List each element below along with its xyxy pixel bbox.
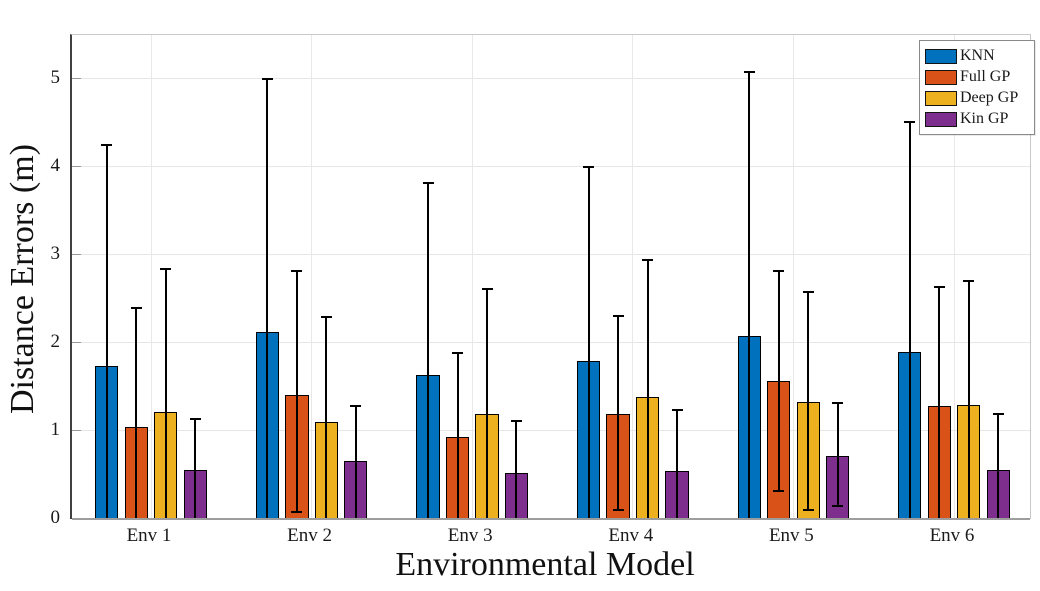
y-tick: [72, 254, 81, 256]
legend-item: Deep GP: [925, 88, 1029, 108]
legend: KNN Full GP Deep GP Kin GP: [919, 40, 1035, 135]
error-bar: [515, 421, 518, 519]
error-bar-cap-top: [291, 269, 303, 272]
error-bar-cap-top: [320, 316, 332, 319]
error-bar-cap-top: [802, 290, 814, 293]
y-gridline: [72, 254, 1030, 256]
y-tick: [72, 342, 81, 344]
legend-label: Kin GP: [960, 110, 1009, 127]
error-bar: [777, 270, 780, 491]
x-tick-label: Env 6: [929, 525, 975, 546]
x-gridline: [311, 35, 313, 519]
legend-label: KNN: [960, 47, 995, 64]
error-bar: [354, 406, 357, 519]
error-bar-cap-top: [933, 286, 945, 289]
error-bar: [836, 402, 839, 506]
error-bar: [164, 268, 167, 519]
x-tick-label: Env 2: [287, 525, 333, 546]
y-tick: [72, 78, 81, 79]
x-tick-label: Env 5: [768, 525, 814, 546]
error-bar: [938, 287, 941, 519]
error-bar-cap-top: [452, 352, 463, 355]
x-gridline: [471, 35, 473, 519]
error-bar-cap-bottom: [802, 509, 814, 512]
error-bar: [807, 291, 810, 511]
error-bar: [194, 418, 197, 519]
error-bar: [105, 145, 108, 519]
x-gridline: [792, 35, 794, 519]
error-bar: [295, 270, 298, 512]
error-bar-cap-top: [350, 405, 362, 408]
x-tick-label: Env 4: [608, 525, 654, 546]
error-bar: [486, 289, 488, 519]
error-bar-cap-top: [481, 288, 493, 291]
error-bar: [587, 166, 590, 519]
error-bar: [456, 353, 459, 519]
legend-item: KNN: [925, 46, 1029, 66]
legend-label: Full GP: [960, 68, 1011, 85]
error-bar-cap-top: [583, 165, 595, 168]
y-tick: [72, 430, 81, 432]
y-tick-label: 2: [50, 330, 61, 352]
error-bar-cap-bottom: [832, 504, 844, 507]
error-bar: [325, 317, 328, 519]
error-bar: [266, 78, 269, 519]
y-gridline: [72, 166, 1030, 168]
x-tick-label: Env 3: [447, 525, 493, 546]
y-tick: [72, 166, 81, 168]
error-bar: [646, 259, 649, 519]
legend-label: Deep GP: [960, 89, 1019, 106]
error-bar-cap-top: [642, 258, 654, 261]
y-axis-label: Distance Errors (m): [4, 144, 41, 415]
legend-item: Full GP: [925, 67, 1029, 87]
kin-gp-swatch: [925, 111, 957, 127]
error-bar-cap-top: [743, 71, 755, 74]
error-bar-cap-top: [832, 401, 844, 404]
error-bar-cap-top: [160, 267, 172, 270]
error-bar: [908, 121, 911, 519]
x-axis-line: [72, 518, 1030, 520]
y-gridline: [72, 342, 1030, 344]
error-bar-cap-top: [101, 144, 113, 147]
error-bar-cap-top: [671, 408, 683, 411]
error-bar-cap-top: [510, 420, 522, 423]
x-gridline: [150, 35, 152, 519]
y-tick-label: 0: [50, 507, 61, 528]
y-gridline: [72, 430, 1030, 432]
error-bar: [676, 409, 678, 519]
x-gridline: [632, 35, 634, 519]
y-tick-label: 5: [50, 66, 61, 88]
error-bar: [748, 72, 751, 519]
error-bar: [427, 183, 429, 519]
error-bar: [135, 307, 138, 519]
y-tick-label: 1: [50, 418, 61, 440]
plot-area: [70, 34, 1031, 520]
error-bar-cap-top: [422, 182, 434, 185]
error-bar: [997, 414, 1000, 519]
x-tick-label: Env 1: [126, 525, 172, 546]
error-bar: [967, 281, 970, 519]
error-bar-cap-bottom: [291, 510, 303, 513]
error-bar-cap-top: [992, 413, 1004, 416]
x-axis-label: Environmental Model: [395, 546, 695, 583]
error-bar-cap-top: [189, 417, 201, 420]
error-bar-cap-top: [261, 77, 273, 80]
error-bar-cap-top: [130, 306, 142, 309]
error-bar: [617, 316, 620, 511]
error-bar-cap-bottom: [773, 489, 785, 492]
error-bar-cap-top: [612, 315, 624, 318]
y-tick-label: 3: [50, 242, 61, 264]
knn-swatch: [925, 48, 957, 64]
y-gridline: [72, 78, 1030, 79]
error-bar-cap-bottom: [612, 509, 624, 512]
x-gridline: [953, 35, 955, 519]
error-bar-cap-top: [963, 280, 975, 283]
y-tick-label: 4: [50, 154, 61, 176]
error-bar-cap-top: [773, 269, 785, 272]
deep-gp-swatch: [925, 90, 957, 106]
full-gp-swatch: [925, 69, 957, 85]
error-bar-cap-top: [904, 120, 916, 123]
legend-item: Kin GP: [925, 109, 1029, 129]
